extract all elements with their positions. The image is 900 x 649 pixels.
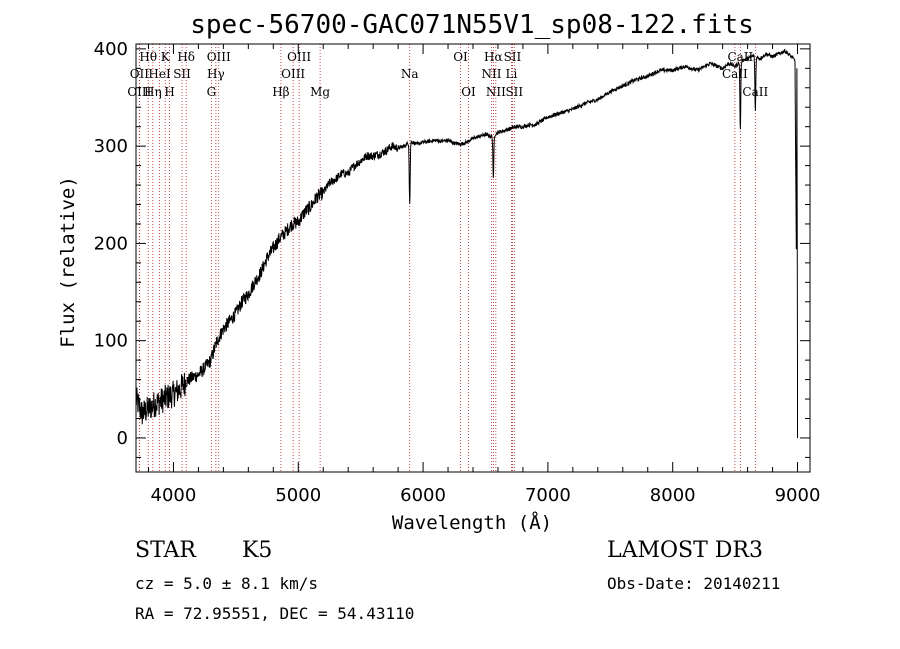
reference-line-label-15: Mg: [310, 85, 330, 99]
x-axis-ticks: 4000 5000 6000 7000 8000 9000: [147, 44, 821, 506]
reference-line-label-16: Na: [401, 67, 419, 81]
y-tick-label-100: 100: [94, 331, 128, 352]
reference-line-label-14: OIII: [281, 67, 305, 81]
y-tick-label-0: 0: [117, 428, 128, 449]
reference-line-label-12: Hβ: [272, 85, 289, 99]
reference-line-label-24: SII: [505, 85, 523, 99]
y-tick-label-400: 400: [94, 39, 128, 60]
reference-line-label-5: Hη: [144, 85, 162, 99]
reference-line-labels: Hθ OII OIII K HeI Hη Hδ SII H OIII Hγ G Hβ OIII OIII Mg…: [127, 50, 768, 99]
reference-lines: [138, 44, 756, 472]
reference-line-label-27: CaII: [742, 85, 768, 99]
reference-line-label-23: Li: [506, 67, 518, 81]
reference-line-label-1: OII: [130, 67, 150, 81]
chart-title: spec-56700-GAC071N55V1_sp08-122.fits: [190, 10, 754, 40]
redshift-velocity: cz = 5.0 ± 8.1 km/s: [135, 574, 319, 593]
reference-line-label-3: K: [161, 50, 171, 64]
reference-line-label-7: SII: [173, 67, 191, 81]
reference-line-label-20: NII: [481, 67, 501, 81]
y-tick-label-200: 200: [94, 233, 128, 254]
reference-line-label-0: Hθ: [139, 50, 157, 64]
coordinates: RA = 72.95551, DEC = 54.43110: [135, 604, 415, 623]
spectrum-series: [135, 48, 798, 438]
y-axis-label: Flux (relative): [57, 176, 79, 348]
reference-line-label-26: CaII: [722, 67, 748, 81]
spectrum-line: [135, 48, 798, 438]
reference-line-label-11: G: [207, 85, 217, 99]
y-axis-ticks: 0 100 200 300 400: [94, 39, 810, 458]
x-tick-label-7000: 7000: [525, 485, 571, 506]
x-axis-label: Wavelength (Å): [392, 511, 552, 534]
survey-name: LAMOST DR3: [607, 538, 763, 563]
x-tick-label-5000: 5000: [275, 485, 321, 506]
reference-line-label-25: CaII: [727, 50, 753, 64]
reference-line-label-6: Hδ: [177, 50, 195, 64]
x-tick-label-4000: 4000: [151, 485, 197, 506]
reference-line-label-21: NII: [486, 85, 506, 99]
plot-frame: [135, 43, 811, 473]
x-tick-label-8000: 8000: [650, 485, 696, 506]
reference-line-label-4: HeI: [148, 67, 171, 81]
reference-line-label-13: OIII: [287, 50, 311, 64]
reference-line-label-10: Hγ: [207, 67, 225, 81]
reference-line-label-18: OI: [461, 85, 476, 99]
reference-line-label-8: H: [164, 85, 174, 99]
reference-line-label-19: Hα: [484, 50, 503, 64]
object-class: STAR: [135, 538, 196, 563]
observation-date: Obs-Date: 20140211: [607, 574, 781, 593]
object-subclass: K5: [242, 538, 273, 563]
x-tick-label-9000: 9000: [775, 485, 821, 506]
y-tick-label-300: 300: [94, 136, 128, 157]
reference-line-label-2: OIII: [127, 85, 151, 99]
reference-line-label-17: OI: [453, 50, 468, 64]
reference-line-label-22: SII: [504, 50, 522, 64]
reference-line-label-9: OIII: [207, 50, 231, 64]
x-tick-label-6000: 6000: [400, 485, 446, 506]
